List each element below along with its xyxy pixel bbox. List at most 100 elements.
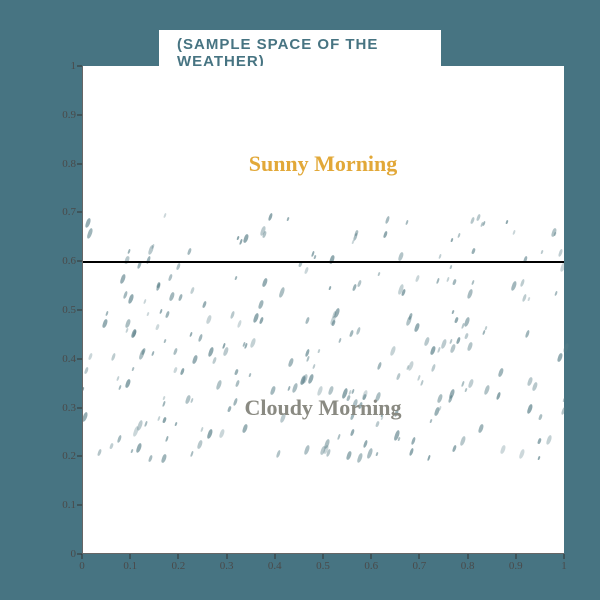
rain-drop — [160, 454, 166, 464]
rain-drop — [173, 366, 177, 372]
rain-drop — [136, 443, 143, 454]
rain-drop — [499, 445, 506, 455]
y-tick-label: 0.3 — [62, 402, 76, 414]
rain-drop — [243, 234, 249, 244]
y-tick-mark — [77, 407, 82, 408]
rain-drop — [314, 255, 317, 259]
rain-drop — [464, 333, 469, 340]
rain-drop — [563, 398, 566, 403]
rain-drop — [138, 348, 145, 359]
rain-drop — [250, 338, 257, 349]
rain-drop — [461, 323, 465, 329]
rain-drop — [449, 344, 455, 354]
rain-drop — [437, 394, 443, 404]
rain-drop — [554, 232, 557, 237]
x-tick-mark — [564, 554, 565, 559]
rain-drop — [155, 283, 160, 291]
rain-drop — [169, 292, 175, 301]
x-tick-mark — [371, 554, 372, 559]
chart-plot-area: Sunny Morning Cloudy Morning 00.10.20.30… — [82, 66, 564, 554]
rain-drop — [132, 330, 137, 337]
rain-drop — [480, 222, 483, 227]
rain-drop — [377, 272, 380, 276]
rain-drop — [147, 245, 154, 256]
rain-drop — [259, 226, 266, 237]
rain-drop — [326, 449, 332, 458]
rain-drop — [178, 294, 183, 302]
rain-drop — [483, 221, 486, 226]
rain-drop — [85, 218, 92, 229]
x-tick-label: 0.2 — [172, 560, 186, 572]
rain-drop — [405, 220, 408, 225]
rain-drop — [393, 429, 400, 440]
rain-drop — [431, 364, 437, 373]
rain-drop — [173, 348, 178, 356]
rain-drop — [396, 373, 401, 381]
rain-drop — [191, 355, 198, 365]
rain-drop — [332, 311, 337, 319]
rain-drop — [305, 349, 310, 357]
y-tick-label: 0.4 — [62, 353, 76, 365]
rain-drop — [456, 337, 461, 344]
rain-drop — [201, 426, 204, 431]
rain-drop — [478, 423, 484, 433]
rain-drop — [239, 238, 243, 244]
rain-drop — [520, 278, 526, 286]
rain-drop — [352, 233, 357, 241]
rain-drop — [397, 437, 400, 442]
rain-drop — [253, 313, 260, 324]
rain-drop — [356, 327, 361, 335]
rain-drop — [430, 346, 436, 356]
x-tick-mark — [419, 554, 420, 559]
rain-drop — [459, 436, 466, 446]
rain-drop — [452, 310, 455, 315]
rain-drop — [215, 380, 222, 391]
rain-drop — [124, 318, 130, 328]
x-tick-label: 0 — [79, 560, 85, 572]
rain-drop — [230, 310, 236, 319]
rain-drop — [333, 308, 340, 319]
rain-drop — [522, 294, 527, 302]
rain-drop — [311, 251, 315, 257]
rain-drop — [558, 249, 564, 258]
x-tick-label: 0.7 — [413, 560, 427, 572]
rain-drop — [278, 286, 286, 298]
rain-drop — [475, 213, 480, 221]
x-tick-mark — [82, 554, 83, 559]
rain-drop — [124, 379, 130, 389]
rain-drop — [337, 434, 341, 440]
rain-drop — [357, 279, 362, 287]
rain-drop — [452, 279, 456, 286]
rain-drop — [258, 300, 265, 310]
rain-drop — [234, 369, 238, 376]
rain-drop — [299, 376, 306, 386]
rain-drop — [105, 310, 108, 315]
rain-drop — [306, 356, 310, 362]
rain-drop — [180, 368, 185, 375]
y-tick-label: 0.7 — [62, 206, 76, 218]
rain-drop — [116, 376, 119, 381]
rain-drop — [318, 349, 321, 353]
x-tick-mark — [274, 554, 275, 559]
rain-drop — [118, 385, 121, 390]
rain-drop — [189, 332, 193, 338]
rain-drop — [206, 314, 212, 323]
rain-drop — [464, 388, 467, 392]
x-tick-label: 0.4 — [268, 560, 282, 572]
rain-drop — [237, 235, 240, 240]
rain-drop — [385, 216, 391, 225]
rain-drop — [466, 288, 473, 299]
rain-drop — [111, 353, 116, 361]
rain-drop — [307, 373, 314, 384]
rain-drop — [513, 230, 517, 236]
rain-drop — [262, 231, 267, 239]
rain-drop — [375, 452, 378, 456]
rain-drop — [249, 372, 252, 376]
rain-drop — [397, 283, 405, 295]
rain-drop — [304, 266, 309, 274]
rain-drop — [401, 288, 406, 296]
rain-drop — [406, 316, 413, 326]
rain-drop — [144, 421, 148, 427]
rain-drop — [261, 278, 267, 287]
rain-drop — [141, 347, 146, 355]
